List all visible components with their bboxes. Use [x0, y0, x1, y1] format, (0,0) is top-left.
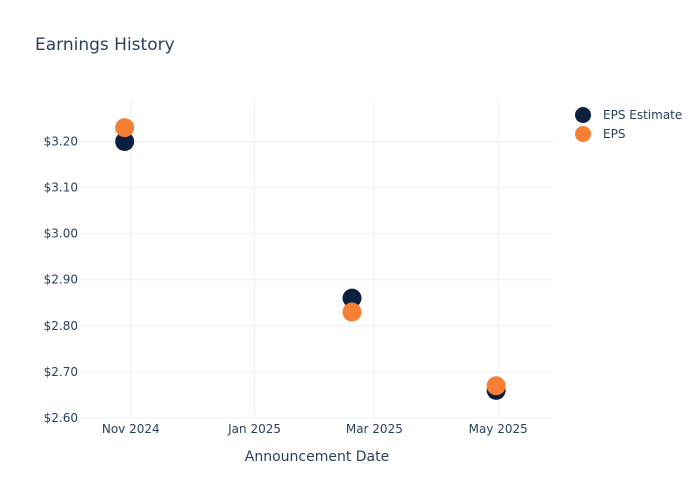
legend-item[interactable]: EPS [575, 126, 625, 142]
x-tick-label: Nov 2024 [102, 422, 160, 436]
axes: $2.60 $2.70 $2.80 $2.90 $3.00 $3.10 $3.20 Nov 2… [44, 134, 528, 436]
legend-item[interactable]: EPS Estimate [575, 107, 682, 123]
data-point[interactable] [486, 376, 506, 396]
legend-label: EPS [603, 127, 625, 141]
x-tick-label: May 2025 [469, 422, 528, 436]
legend-marker [575, 107, 591, 123]
y-tick-label: $2.90 [44, 273, 78, 287]
y-tick-label: $3.20 [44, 134, 78, 148]
x-axis-label: Announcement Date [245, 449, 389, 465]
y-tick-label: $2.70 [44, 365, 78, 379]
y-tick-label: $3.00 [44, 227, 78, 241]
data-point[interactable] [115, 131, 135, 151]
data-points [115, 118, 506, 400]
y-tick-label: $3.10 [44, 181, 78, 195]
data-point[interactable] [342, 302, 362, 322]
legend: EPS Estimate EPS [575, 107, 682, 142]
legend-label: EPS Estimate [603, 108, 682, 122]
x-tick-label: Mar 2025 [346, 422, 403, 436]
series-eps [115, 118, 506, 396]
chart-title: Earnings History [35, 35, 175, 55]
series-eps-estimate [115, 131, 506, 400]
y-tick-label: $2.60 [44, 411, 78, 425]
y-tick-label: $2.80 [44, 319, 78, 333]
legend-marker [575, 126, 591, 142]
data-point[interactable] [342, 288, 362, 308]
data-point[interactable] [115, 118, 135, 138]
x-tick-label: Jan 2025 [227, 422, 281, 436]
grid [80, 100, 553, 419]
